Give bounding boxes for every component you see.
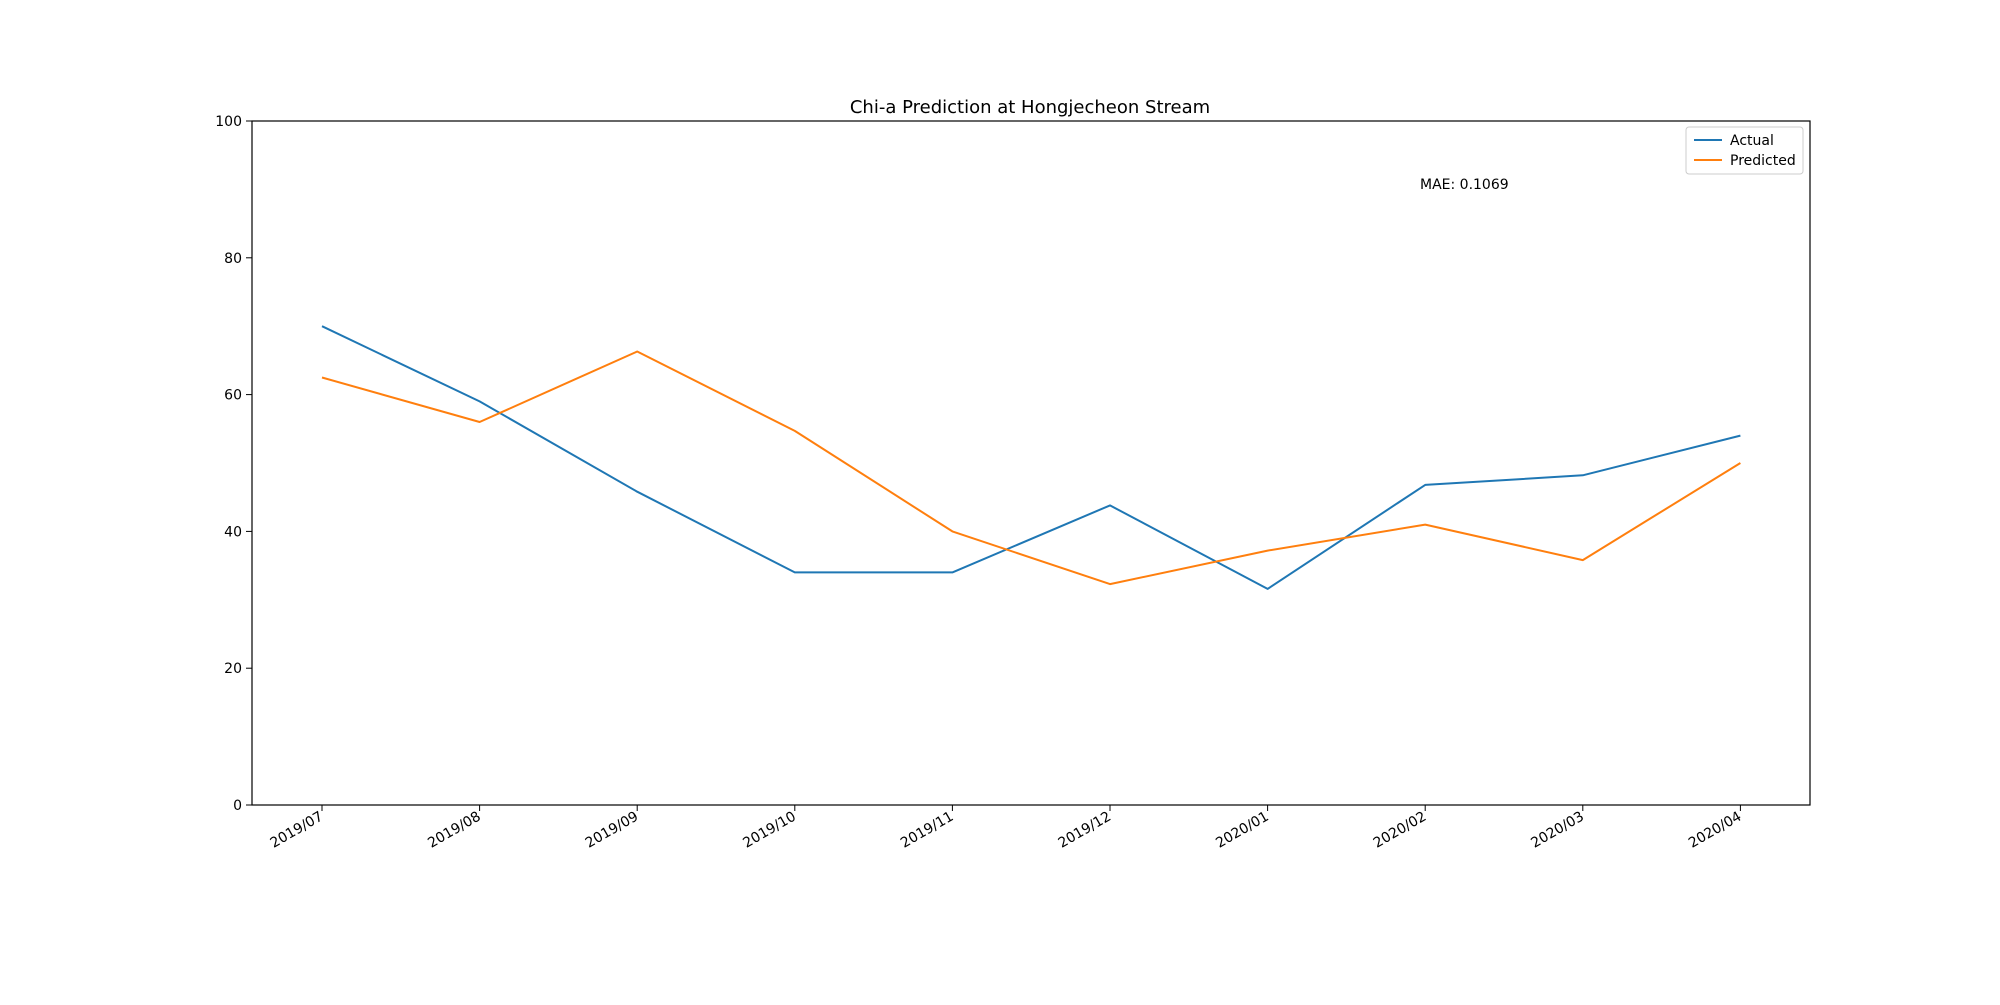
y-tick-label: 0 — [233, 798, 242, 814]
legend-box — [1685, 126, 1804, 175]
y-axis: 0 20 40 60 80 100 — [215, 114, 252, 814]
series-line-actual — [321, 325, 1741, 590]
y-tick-label: 100 — [215, 114, 242, 130]
data-point-predicted — [1423, 523, 1427, 527]
y-tick-label: 60 — [224, 388, 242, 404]
data-point-actual — [1108, 503, 1112, 507]
series-line-predicted — [321, 350, 1741, 586]
data-point-actual — [793, 570, 797, 574]
y-tick-label: 40 — [224, 524, 242, 540]
data-point-predicted — [1738, 461, 1742, 465]
legend: Actual Predicted — [1685, 126, 1804, 175]
data-point-actual — [320, 324, 324, 328]
legend-label-predicted: Predicted — [1730, 153, 1796, 169]
data-point-predicted — [1266, 549, 1270, 553]
mae-annotation: MAE: 0.1069 — [1420, 177, 1509, 193]
data-point-actual — [1266, 587, 1270, 591]
y-tick-label: 80 — [224, 251, 242, 267]
series-layer — [320, 324, 1742, 591]
legend-label-actual: Actual — [1730, 133, 1774, 149]
chart-title: Chi-a Prediction at Hongjecheon Stream — [850, 97, 1210, 118]
data-point-predicted — [950, 529, 954, 533]
data-point-predicted — [793, 429, 797, 433]
data-point-actual — [1738, 434, 1742, 438]
data-point-predicted — [320, 376, 324, 380]
data-point-predicted — [1581, 558, 1585, 562]
data-point-actual — [1581, 473, 1585, 477]
data-point-predicted — [478, 420, 482, 424]
data-point-predicted — [635, 350, 639, 354]
data-point-actual — [1423, 483, 1427, 487]
data-point-actual — [950, 570, 954, 574]
y-tick-label: 20 — [224, 661, 242, 677]
data-point-actual — [635, 490, 639, 494]
data-point-predicted — [1108, 582, 1112, 586]
plot-frame — [251, 120, 1811, 806]
data-point-actual — [478, 399, 482, 403]
